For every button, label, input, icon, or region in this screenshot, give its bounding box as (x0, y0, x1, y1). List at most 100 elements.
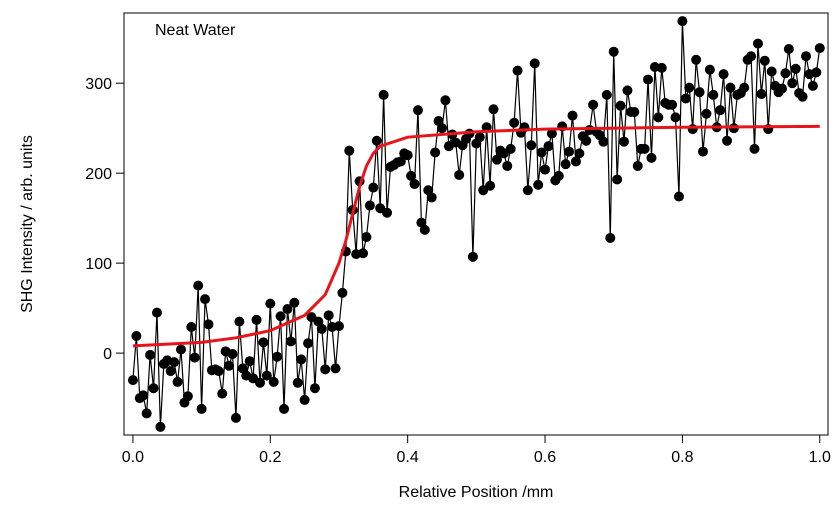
data-point (251, 314, 262, 325)
data-point (488, 104, 499, 115)
data-point (186, 322, 197, 333)
data-point (419, 224, 430, 235)
data-point (643, 74, 654, 85)
data-point (289, 297, 300, 308)
data-point (546, 128, 557, 139)
data-point (213, 366, 224, 377)
data-point (189, 352, 200, 363)
y-tick-label: 100 (85, 256, 112, 273)
data-point (680, 93, 691, 104)
data-point (330, 363, 341, 374)
data-point (608, 46, 619, 57)
data-point (505, 143, 516, 154)
data-point (265, 298, 276, 309)
data-point (145, 349, 156, 360)
data-point (258, 337, 269, 348)
data-point (567, 110, 578, 121)
data-point (708, 89, 719, 100)
data-point (172, 376, 183, 387)
data-point (533, 179, 544, 190)
data-point (780, 68, 791, 79)
data-point (203, 319, 214, 330)
data-point (560, 159, 571, 170)
data-point (127, 375, 138, 386)
data-point (227, 349, 238, 360)
data-point (704, 64, 715, 75)
data-point (581, 135, 592, 146)
data-point (722, 135, 733, 146)
data-point (193, 280, 204, 291)
x-tick-label: 0.8 (671, 449, 693, 466)
data-point (814, 43, 825, 54)
data-point (502, 160, 513, 171)
y-tick-label: 200 (85, 166, 112, 183)
data-point (364, 200, 375, 211)
data-point (358, 248, 369, 259)
data-point (382, 207, 393, 218)
data-point (790, 63, 801, 74)
data-point (512, 65, 523, 76)
data-point (697, 146, 708, 157)
x-tick-label: 0.4 (397, 449, 419, 466)
data-point (574, 148, 585, 159)
data-point (426, 192, 437, 203)
data-point (701, 108, 712, 119)
data-point (320, 364, 331, 375)
data-line (132, 21, 821, 427)
data-point (230, 412, 241, 423)
data-point (756, 88, 767, 99)
data-point (474, 132, 485, 143)
data-point (615, 100, 626, 111)
data-point (536, 147, 547, 158)
data-point (564, 146, 575, 157)
data-point (182, 391, 193, 402)
data-point (316, 323, 327, 334)
data-point (224, 360, 235, 371)
data-point (272, 351, 283, 362)
data-point (292, 377, 303, 388)
data-point (430, 147, 441, 158)
data-point (612, 174, 623, 185)
data-point (454, 169, 465, 180)
data-point (725, 82, 736, 93)
data-point (491, 154, 502, 165)
data-point (540, 164, 551, 175)
data-point (759, 55, 770, 66)
data-point (138, 390, 149, 401)
data-point (653, 112, 664, 123)
data-point (749, 143, 760, 154)
data-point (333, 321, 344, 332)
data-point (632, 160, 643, 171)
data-point (296, 354, 307, 365)
data-point (406, 170, 417, 181)
data-point (176, 344, 187, 355)
data-point (670, 112, 681, 123)
data-point (776, 83, 787, 94)
data-point (141, 408, 152, 419)
data-point (746, 51, 757, 62)
data-point (543, 141, 554, 152)
data-point (783, 43, 794, 54)
plot-frame (123, 12, 829, 436)
data-point (169, 357, 180, 368)
data-point (687, 124, 698, 135)
data-point (694, 87, 705, 98)
data-point (303, 338, 314, 349)
data-point (234, 316, 245, 327)
data-point (268, 376, 279, 387)
data-point (526, 140, 537, 151)
data-point (801, 51, 812, 62)
y-axis-label: SHG Intensity / arb. units (19, 135, 36, 313)
data-point (148, 383, 159, 394)
data-point (639, 143, 650, 154)
data-point (622, 85, 633, 96)
data-point (529, 58, 540, 69)
data-point (598, 136, 609, 147)
x-tick-label: 0.6 (534, 449, 556, 466)
data-point (323, 310, 334, 321)
data-point (601, 89, 612, 100)
data-point (196, 403, 207, 414)
data-point (691, 54, 702, 65)
data-point (151, 307, 162, 318)
